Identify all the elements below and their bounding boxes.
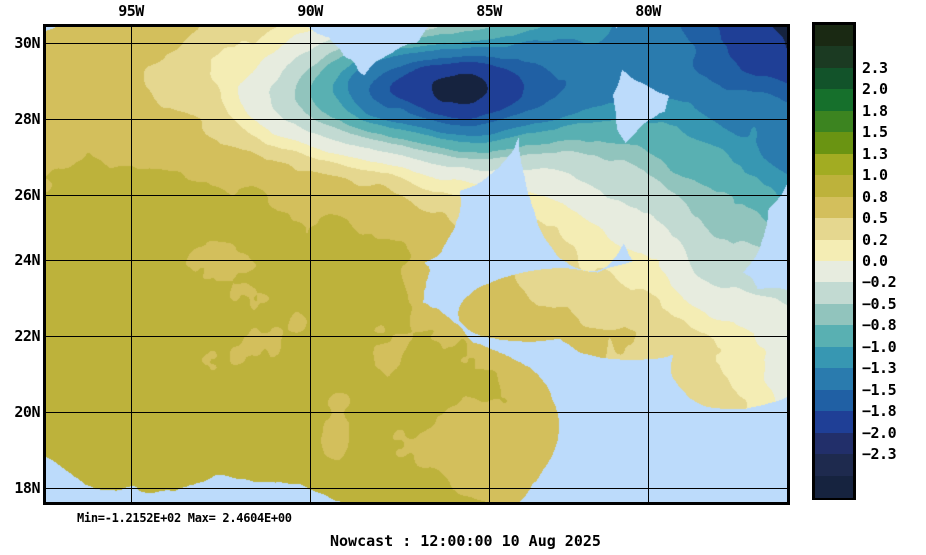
gridline-lat-28n [46, 119, 787, 120]
colorbar-band-2 [815, 67, 853, 90]
gridline-lat-26n [46, 195, 787, 196]
colorbar-band-6 [815, 153, 853, 176]
colorbar-band-20 [815, 454, 853, 477]
latitude-tick-22n: 22N [14, 327, 40, 345]
latitude-tick-18n: 18N [14, 479, 40, 497]
colorbar-tick-2p0: 2.0 [862, 80, 888, 99]
gridline-lat-20n [46, 412, 787, 413]
colorbar-band-7 [815, 175, 853, 198]
gridline-lon-95w [131, 27, 132, 502]
colorbar-band-1 [815, 46, 853, 69]
latitude-tick-26n: 26N [14, 186, 40, 204]
timestamp-caption: Nowcast : 12:00:00 10 Aug 2025 [330, 532, 601, 550]
colorbar-band-0 [815, 25, 853, 48]
colorbar-tick-1p5: 1.5 [862, 123, 888, 142]
colorbar-band-18 [815, 411, 853, 434]
colorbar-tick-0p2: 0.2 [862, 230, 888, 249]
colorbar-band-4 [815, 110, 853, 133]
colorbar-tick-1p3: 1.3 [862, 144, 888, 163]
gridline-lat-18n [46, 488, 787, 489]
longitude-tick-90w: 90W [297, 2, 323, 20]
colorbar-tick-neg2p3: −2.3 [862, 445, 897, 464]
colorbar-tick-labels: 2.3 2.0 1.8 1.5 1.3 1.0 0.8 0.5 0.2 0.0 −0.2 −0.5 −0… [862, 22, 924, 500]
colorbar-band-13 [815, 303, 853, 326]
gridline-lon-80w [648, 27, 649, 502]
colorbar-tick-0p0: 0.0 [862, 252, 888, 270]
colorbar-band-12 [815, 282, 853, 305]
gridline-lat-24n [46, 260, 787, 261]
colorbar-band-11 [815, 261, 853, 284]
colorbar-tick-neg0p8: −0.8 [862, 316, 897, 335]
colorbar-tick-neg0p5: −0.5 [862, 294, 897, 313]
colorbar [812, 22, 856, 500]
latitude-tick-20n: 20N [14, 403, 40, 421]
map-plot-panel[interactable] [43, 24, 790, 505]
longitude-tick-85w: 85W [476, 2, 502, 20]
min-max-caption: Min=-1.2152E+02 Max= 2.4604E+00 [77, 511, 292, 525]
colorbar-tick-1p8: 1.8 [862, 101, 888, 120]
gridline-lat-22n [46, 336, 787, 337]
colorbar-tick-0p8: 0.8 [862, 187, 888, 206]
colorbar-band-9 [815, 218, 853, 241]
longitude-tick-95w: 95W [118, 2, 144, 20]
colorbar-band-8 [815, 196, 853, 219]
colorbar-band-19 [815, 432, 853, 455]
colorbar-tick-neg0p2: −0.2 [862, 273, 897, 292]
colorbar-band-16 [815, 368, 853, 391]
colorbar-tick-neg1p3: −1.3 [862, 359, 897, 378]
colorbar-band-14 [815, 325, 853, 348]
colorbar-band-3 [815, 89, 853, 112]
gridline-lon-90w [310, 27, 311, 502]
longitude-tick-80w: 80W [635, 2, 661, 20]
gridline-lat-30n [46, 43, 787, 44]
latitude-tick-24n: 24N [14, 251, 40, 269]
heatmap-raster [46, 27, 787, 502]
colorbar-tick-neg1p5: −1.5 [862, 380, 897, 399]
colorbar-tick-1p0: 1.0 [862, 166, 888, 185]
colorbar-band-21 [815, 475, 853, 498]
latitude-tick-28n: 28N [14, 110, 40, 128]
colorbar-tick-0p5: 0.5 [862, 209, 888, 228]
colorbar-band-5 [815, 132, 853, 155]
colorbar-band-17 [815, 389, 853, 412]
colorbar-tick-neg2p0: −2.0 [862, 423, 897, 442]
latitude-tick-30n: 30N [14, 34, 40, 52]
colorbar-tick-2p3: 2.3 [862, 58, 888, 77]
gridline-lon-85w [489, 27, 490, 502]
colorbar-tick-neg1p0: −1.0 [862, 337, 897, 356]
colorbar-tick-neg1p8: −1.8 [862, 402, 897, 421]
colorbar-band-10 [815, 239, 853, 262]
colorbar-band-15 [815, 346, 853, 369]
